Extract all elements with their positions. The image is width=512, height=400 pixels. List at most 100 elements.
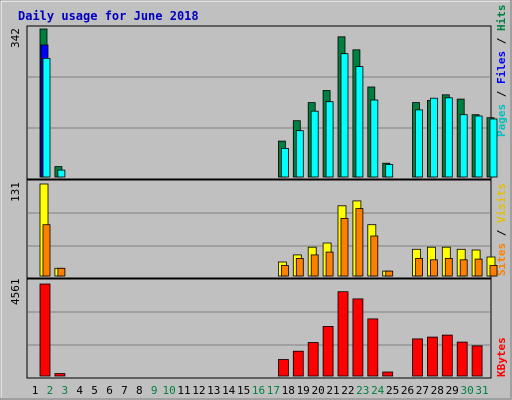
visits-sites-bar-day-29 xyxy=(459,259,468,277)
day-label-20: 20 xyxy=(311,384,324,397)
legend-pages: Pages xyxy=(495,104,508,137)
visits-legend: Sites / Visits xyxy=(495,183,508,276)
hits-legend: Pages / Files / Hits xyxy=(495,5,508,138)
kbytes-max-label: 4561 xyxy=(9,279,22,306)
legend-visits: Visits xyxy=(495,183,508,223)
legend-separator-1: / xyxy=(495,84,508,104)
kbytes-kbytes-bar-day-28 xyxy=(441,334,453,377)
kbytes-kbytes-bar-day-19 xyxy=(307,342,319,377)
kbytes-kbytes-bar-day-18 xyxy=(292,350,304,377)
day-label-22: 22 xyxy=(341,384,354,397)
day-label-11: 11 xyxy=(177,384,190,397)
visits-sites-bar-day-28 xyxy=(444,257,453,277)
visits-sites-bar-day-19 xyxy=(310,254,319,277)
hits-pages-bar-day-1 xyxy=(42,58,51,178)
hits-pages-bar-day-28 xyxy=(444,97,453,178)
day-label-12: 12 xyxy=(192,384,205,397)
day-label-17: 17 xyxy=(267,384,280,397)
day-label-26: 26 xyxy=(401,384,414,397)
day-label-16: 16 xyxy=(252,384,265,397)
visits-sites-bar-day-17 xyxy=(280,265,289,277)
hits-pages-bar-day-20 xyxy=(325,101,334,178)
day-label-6: 6 xyxy=(106,384,113,397)
legend-separator-2: / xyxy=(495,31,508,51)
hits-pages-bar-day-18 xyxy=(295,130,304,178)
day-label-14: 14 xyxy=(222,384,236,397)
day-label-4: 4 xyxy=(76,384,83,397)
visits-sites-bar-day-26 xyxy=(415,257,423,277)
day-label-8: 8 xyxy=(136,384,143,397)
hits-pages-bar-day-30 xyxy=(474,115,483,178)
hits-pages-bar-day-29 xyxy=(459,114,468,178)
kbytes-kbytes-bar-day-26 xyxy=(412,338,423,377)
visits-sites-bar-day-22 xyxy=(355,208,364,277)
day-label-23: 23 xyxy=(356,384,369,397)
visits-sites-bar-day-18 xyxy=(295,257,304,277)
day-label-28: 28 xyxy=(431,384,444,397)
day-label-31: 31 xyxy=(475,384,488,397)
legend-hits: Hits xyxy=(495,5,508,32)
legend-kbytes: KBytes xyxy=(495,337,508,377)
kbytes-kbytes-bar-day-17 xyxy=(277,359,289,377)
day-label-3: 3 xyxy=(61,384,68,397)
kbytes-kbytes-bar-day-23 xyxy=(367,318,379,377)
visits-sites-bar-day-20 xyxy=(325,251,334,277)
day-label-2: 2 xyxy=(47,384,54,397)
kbytes-kbytes-bar-day-24 xyxy=(382,371,394,377)
chart-title: Daily usage for June 2018 xyxy=(18,9,199,23)
day-label-5: 5 xyxy=(91,384,98,397)
day-label-1: 1 xyxy=(32,384,39,397)
hits-pages-bar-day-26 xyxy=(415,109,423,178)
kbytes-panel-background xyxy=(26,278,492,379)
kbytes-kbytes-bar-day-30 xyxy=(471,345,483,377)
kbytes-kbytes-bar-day-1 xyxy=(39,283,51,377)
kbytes-kbytes-bar-day-27 xyxy=(426,336,438,377)
visits-max-label: 131 xyxy=(9,182,22,202)
legend-files: Files xyxy=(495,51,508,84)
day-label-21: 21 xyxy=(326,384,339,397)
visits-sites-bar-day-1 xyxy=(42,224,51,277)
visits-sites-bar-day-21 xyxy=(340,217,349,277)
visits-sites-bar-day-2 xyxy=(57,267,66,277)
day-label-18: 18 xyxy=(282,384,295,397)
day-label-30: 30 xyxy=(460,384,473,397)
svg-text:KBytes: KBytes xyxy=(495,337,508,377)
visits-sites-bar-day-31 xyxy=(489,265,498,277)
legend-sites: Sites xyxy=(495,243,508,276)
day-label-24: 24 xyxy=(371,384,385,397)
x-axis-day-labels: 1 2 3 4 5 6 7 8 9 10 11 12 13 14 15 16 17 18 19 20 21 22 23 24 2… xyxy=(32,384,489,397)
hits-pages-bar-day-24 xyxy=(385,164,394,178)
hits-pages-bar-day-31 xyxy=(489,118,498,178)
day-label-10: 10 xyxy=(162,384,175,397)
kbytes-kbytes-bar-day-2 xyxy=(54,373,66,377)
kbytes-kbytes-bar-day-29 xyxy=(456,341,468,377)
kbytes-legend: KBytes xyxy=(495,337,508,377)
hits-pages-bar-day-19 xyxy=(310,110,319,178)
day-label-19: 19 xyxy=(297,384,310,397)
day-label-13: 13 xyxy=(207,384,220,397)
visits-sites-bar-day-24 xyxy=(385,270,394,277)
visits-sites-bar-day-30 xyxy=(474,258,483,277)
hits-pages-bar-day-21 xyxy=(340,53,349,178)
day-label-25: 25 xyxy=(386,384,399,397)
day-label-15: 15 xyxy=(237,384,250,397)
kbytes-kbytes-bar-day-21 xyxy=(337,291,349,377)
hits-pages-bar-day-22 xyxy=(355,66,364,178)
day-label-9: 9 xyxy=(151,384,158,397)
hits-pages-bar-day-17 xyxy=(280,147,289,178)
day-label-29: 29 xyxy=(446,384,459,397)
legend-separator-3: / xyxy=(495,223,508,243)
hits-pages-bar-day-2 xyxy=(57,169,66,178)
hits-pages-bar-day-23 xyxy=(370,99,379,178)
svg-text:Pages / Files / Hits: Pages / Files / Hits xyxy=(495,5,508,138)
day-label-27: 27 xyxy=(416,384,429,397)
kbytes-kbytes-bar-day-22 xyxy=(352,298,364,377)
svg-text:Sites / Visits: Sites / Visits xyxy=(495,183,508,276)
chart-bars xyxy=(39,28,498,377)
kbytes-kbytes-bar-day-20 xyxy=(322,325,334,377)
hits-pages-bar-day-27 xyxy=(429,97,438,178)
visits-sites-bar-day-27 xyxy=(429,259,438,277)
day-label-7: 7 xyxy=(121,384,128,397)
